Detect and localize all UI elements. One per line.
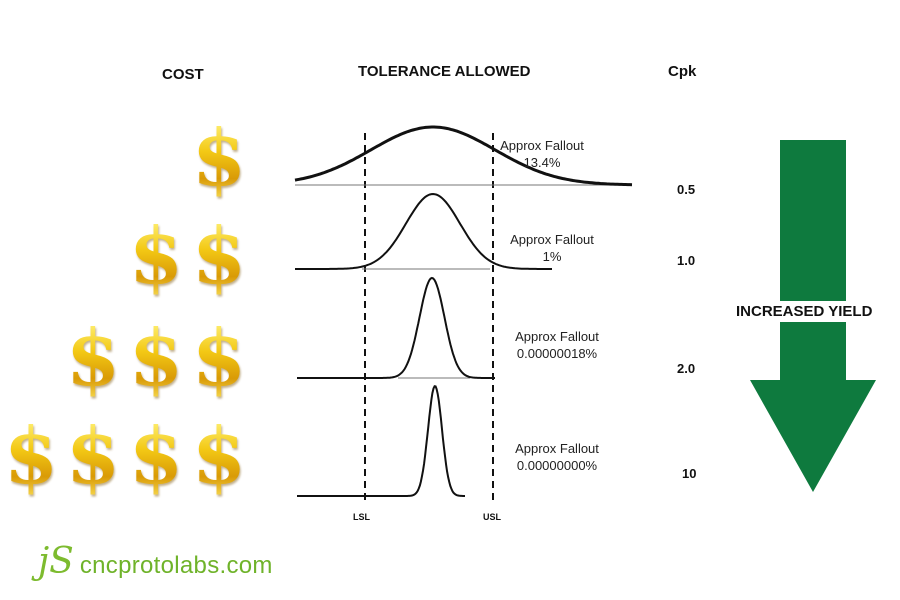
dollar-icon: $ xyxy=(128,211,184,302)
cpk-value-3: 2.0 xyxy=(677,361,696,376)
cpk-value-4: 10 xyxy=(682,466,697,481)
increased-yield-label: INCREASED YIELD xyxy=(733,301,876,322)
distribution-curve-cpk-2.0 xyxy=(297,276,495,379)
fallout-label-3: Approx Fallout 0.00000018% xyxy=(515,329,599,361)
cpk-header: Cpk xyxy=(668,63,697,80)
dollar-icon: $ xyxy=(191,211,247,302)
dollar-icon: $ xyxy=(191,113,247,204)
distribution-curve-cpk-0.5 xyxy=(294,125,633,187)
dollar-icon: $ xyxy=(128,411,184,502)
dollar-icon: $ xyxy=(65,411,121,502)
dollar-icon: $ xyxy=(128,313,184,404)
distribution-curve-cpk-1.0 xyxy=(295,192,552,270)
dollar-icon: $ xyxy=(191,411,247,502)
cost-header: COST xyxy=(162,66,204,83)
lsl-label: LSL xyxy=(353,512,370,522)
distribution-curve-cpk-10 xyxy=(297,385,465,497)
fallout-label-2: Approx Fallout 1% xyxy=(510,232,594,264)
cpk-value-2: 1.0 xyxy=(677,253,696,268)
brand-mark-icon: jS xyxy=(38,541,74,582)
cpk-value-1: 0.5 xyxy=(677,182,696,197)
dollar-icon: $ xyxy=(191,313,247,404)
fallout-label-4: Approx Fallout 0.00000000% xyxy=(515,441,599,473)
dollar-icon: $ xyxy=(3,411,59,502)
dollar-icon: $ xyxy=(65,313,121,404)
tolerance-header: TOLERANCE ALLOWED xyxy=(358,63,531,80)
brand-logo[interactable]: jS cncprotolabs.com xyxy=(38,544,273,580)
brand-text: cncprotolabs.com xyxy=(79,552,273,579)
fallout-label-1: Approx Fallout 13.4% xyxy=(500,138,584,170)
usl-label: USL xyxy=(483,512,501,522)
